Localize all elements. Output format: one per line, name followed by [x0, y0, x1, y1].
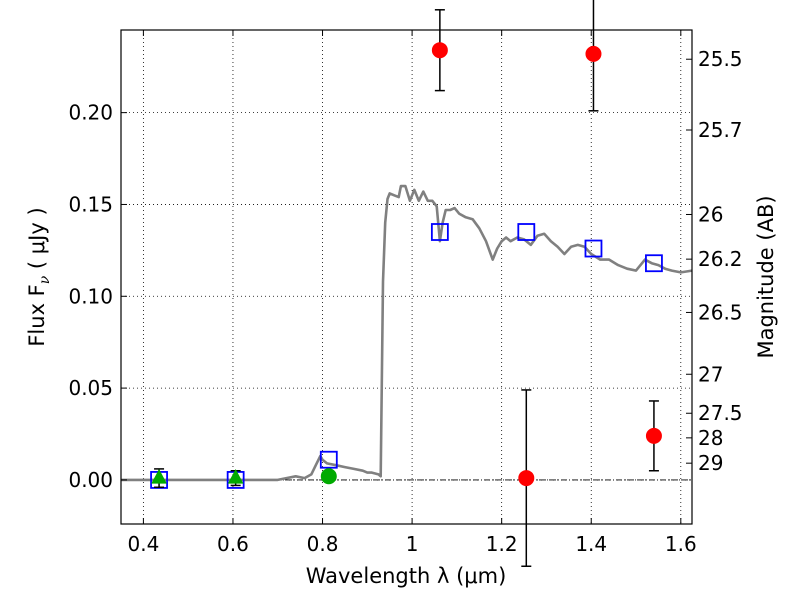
model-flux-square	[517, 223, 536, 241]
y-tick-label: 0.20	[68, 101, 113, 125]
x-tick-label: 0.4	[127, 532, 159, 556]
grid	[121, 30, 692, 524]
y2-axis-label-group: Magnitude (AB)	[754, 195, 778, 358]
mag-tick-label: 25.5	[698, 47, 743, 71]
model-flux-square	[584, 239, 603, 258]
mag-tick-label: 26.5	[698, 300, 743, 324]
y-axis-label-subscript: ν	[37, 275, 53, 284]
x-tick-label: 1.4	[575, 532, 607, 556]
mag-tick-label: 28	[698, 426, 723, 450]
y2-axis-label: Magnitude (AB)	[754, 195, 778, 358]
x-tick-label: 1	[406, 532, 419, 556]
x-tick-label: 0.6	[217, 532, 249, 556]
x-tick-label: 1.6	[665, 532, 697, 556]
y-axis-label: Flux Fν ( μJy )	[25, 207, 53, 346]
mag-tick-label: 26.2	[698, 247, 743, 271]
y-axis-label-main: Flux F	[25, 284, 49, 346]
mag-tick-label: 25.7	[698, 118, 743, 142]
observed-circle	[518, 470, 535, 487]
plot-layer	[121, 0, 693, 567]
observed-triangle	[151, 469, 167, 484]
y-tick-label: 0.10	[68, 284, 113, 308]
sed-model-line	[121, 184, 693, 482]
y-tick-label: 0.00	[68, 468, 113, 492]
observed-circle	[320, 468, 337, 485]
x-tick-label: 1.2	[486, 532, 518, 556]
mag-tick-label: 26	[698, 202, 723, 226]
observed-circle	[645, 427, 662, 444]
x-axis-label: Wavelength λ (μm)	[306, 564, 507, 588]
plot-frame	[120, 29, 693, 525]
model-flux-square	[430, 223, 449, 241]
y-axis-label-group: Flux Fν ( μJy )	[25, 207, 53, 346]
mag-tick-label: 29	[698, 451, 723, 475]
model-flux-square	[319, 450, 338, 469]
y-tick-label: 0.05	[68, 376, 113, 400]
y-axis-label-unit: ( μJy )	[25, 207, 49, 275]
x-tick-label: 0.8	[307, 532, 339, 556]
axis-ticks: 0.4 0.6 0.8 1 1.2 1.4 1.6 0.00 0.05 0.10 0.15 0.20 2…	[68, 30, 743, 556]
observed-circle	[585, 45, 602, 62]
observed-triangle	[227, 469, 244, 484]
mag-tick-label: 27.5	[698, 401, 743, 425]
mag-tick-label: 27	[698, 362, 723, 386]
observed-circle	[431, 42, 448, 59]
model-flux-square	[645, 254, 663, 273]
y-tick-label: 0.15	[68, 192, 113, 216]
